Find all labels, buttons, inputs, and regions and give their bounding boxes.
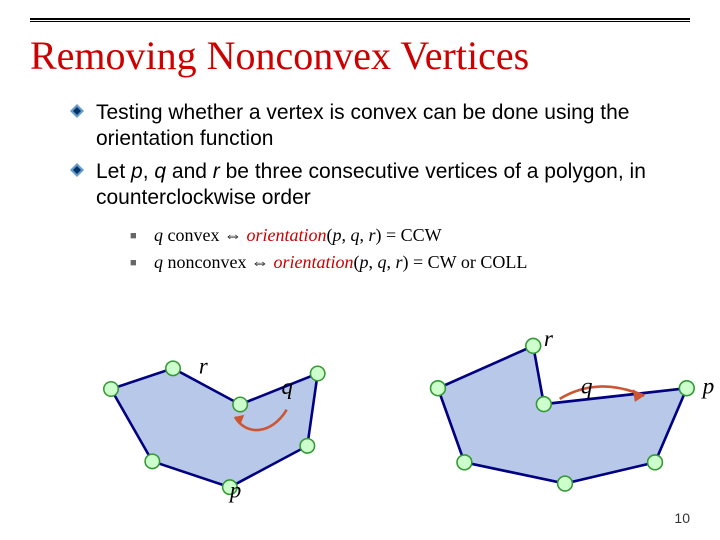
square-bullet-icon: ■: [130, 225, 154, 242]
bullet-item: Let p, q and r be three consecutive vert…: [70, 159, 680, 212]
content: Testing whether a vertex is convex can b…: [70, 100, 680, 279]
vertex-label-p: p: [701, 374, 715, 400]
vertex-label-r: r: [544, 330, 554, 352]
bullet-text: Let p, q and r be three consecutive vert…: [96, 159, 680, 212]
vertex-marker: [166, 361, 180, 375]
vertex-label-r: r: [199, 354, 208, 379]
vertex-marker: [648, 455, 663, 470]
vertex-marker: [431, 381, 446, 396]
bullet-icon: [70, 104, 84, 118]
page-number: 10: [674, 510, 690, 526]
diagrams-area: r q p r q p: [0, 330, 720, 510]
vertex-marker: [104, 382, 118, 396]
vertex-label-q: q: [282, 374, 293, 399]
vertex-marker: [536, 397, 551, 412]
bullet-item: Testing whether a vertex is convex can b…: [70, 100, 680, 153]
diagram-left: r q p: [80, 330, 390, 510]
vertex-marker: [457, 455, 472, 470]
vertex-marker: [233, 397, 247, 411]
square-bullet-icon: ■: [130, 252, 154, 269]
vertex-marker: [679, 381, 694, 396]
sub-bullet-text: q convex ⇔ orientation(p, q, r) = CCW: [154, 225, 442, 246]
vertex-label-q: q: [581, 374, 593, 400]
sub-bullet-text: q nonconvex ⇔ orientation(p, q, r) = CW …: [154, 252, 527, 273]
vertex-marker: [526, 338, 541, 353]
sub-bullet-item: ■q convex ⇔ orientation(p, q, r) = CCW: [130, 225, 680, 246]
page-title: Removing Nonconvex Vertices: [30, 32, 529, 79]
vertex-marker: [558, 476, 573, 491]
vertex-label-p: p: [228, 478, 241, 503]
bullet-text: Testing whether a vertex is convex can b…: [96, 100, 680, 153]
bullet-icon: [70, 163, 84, 177]
sub-bullet-item: ■q nonconvex ⇔ orientation(p, q, r) = CW…: [130, 252, 680, 273]
vertex-marker: [300, 439, 314, 453]
top-rule: [30, 18, 690, 22]
diagram-right: r q p: [400, 330, 720, 510]
vertex-marker: [145, 454, 159, 468]
vertex-marker: [310, 366, 324, 380]
